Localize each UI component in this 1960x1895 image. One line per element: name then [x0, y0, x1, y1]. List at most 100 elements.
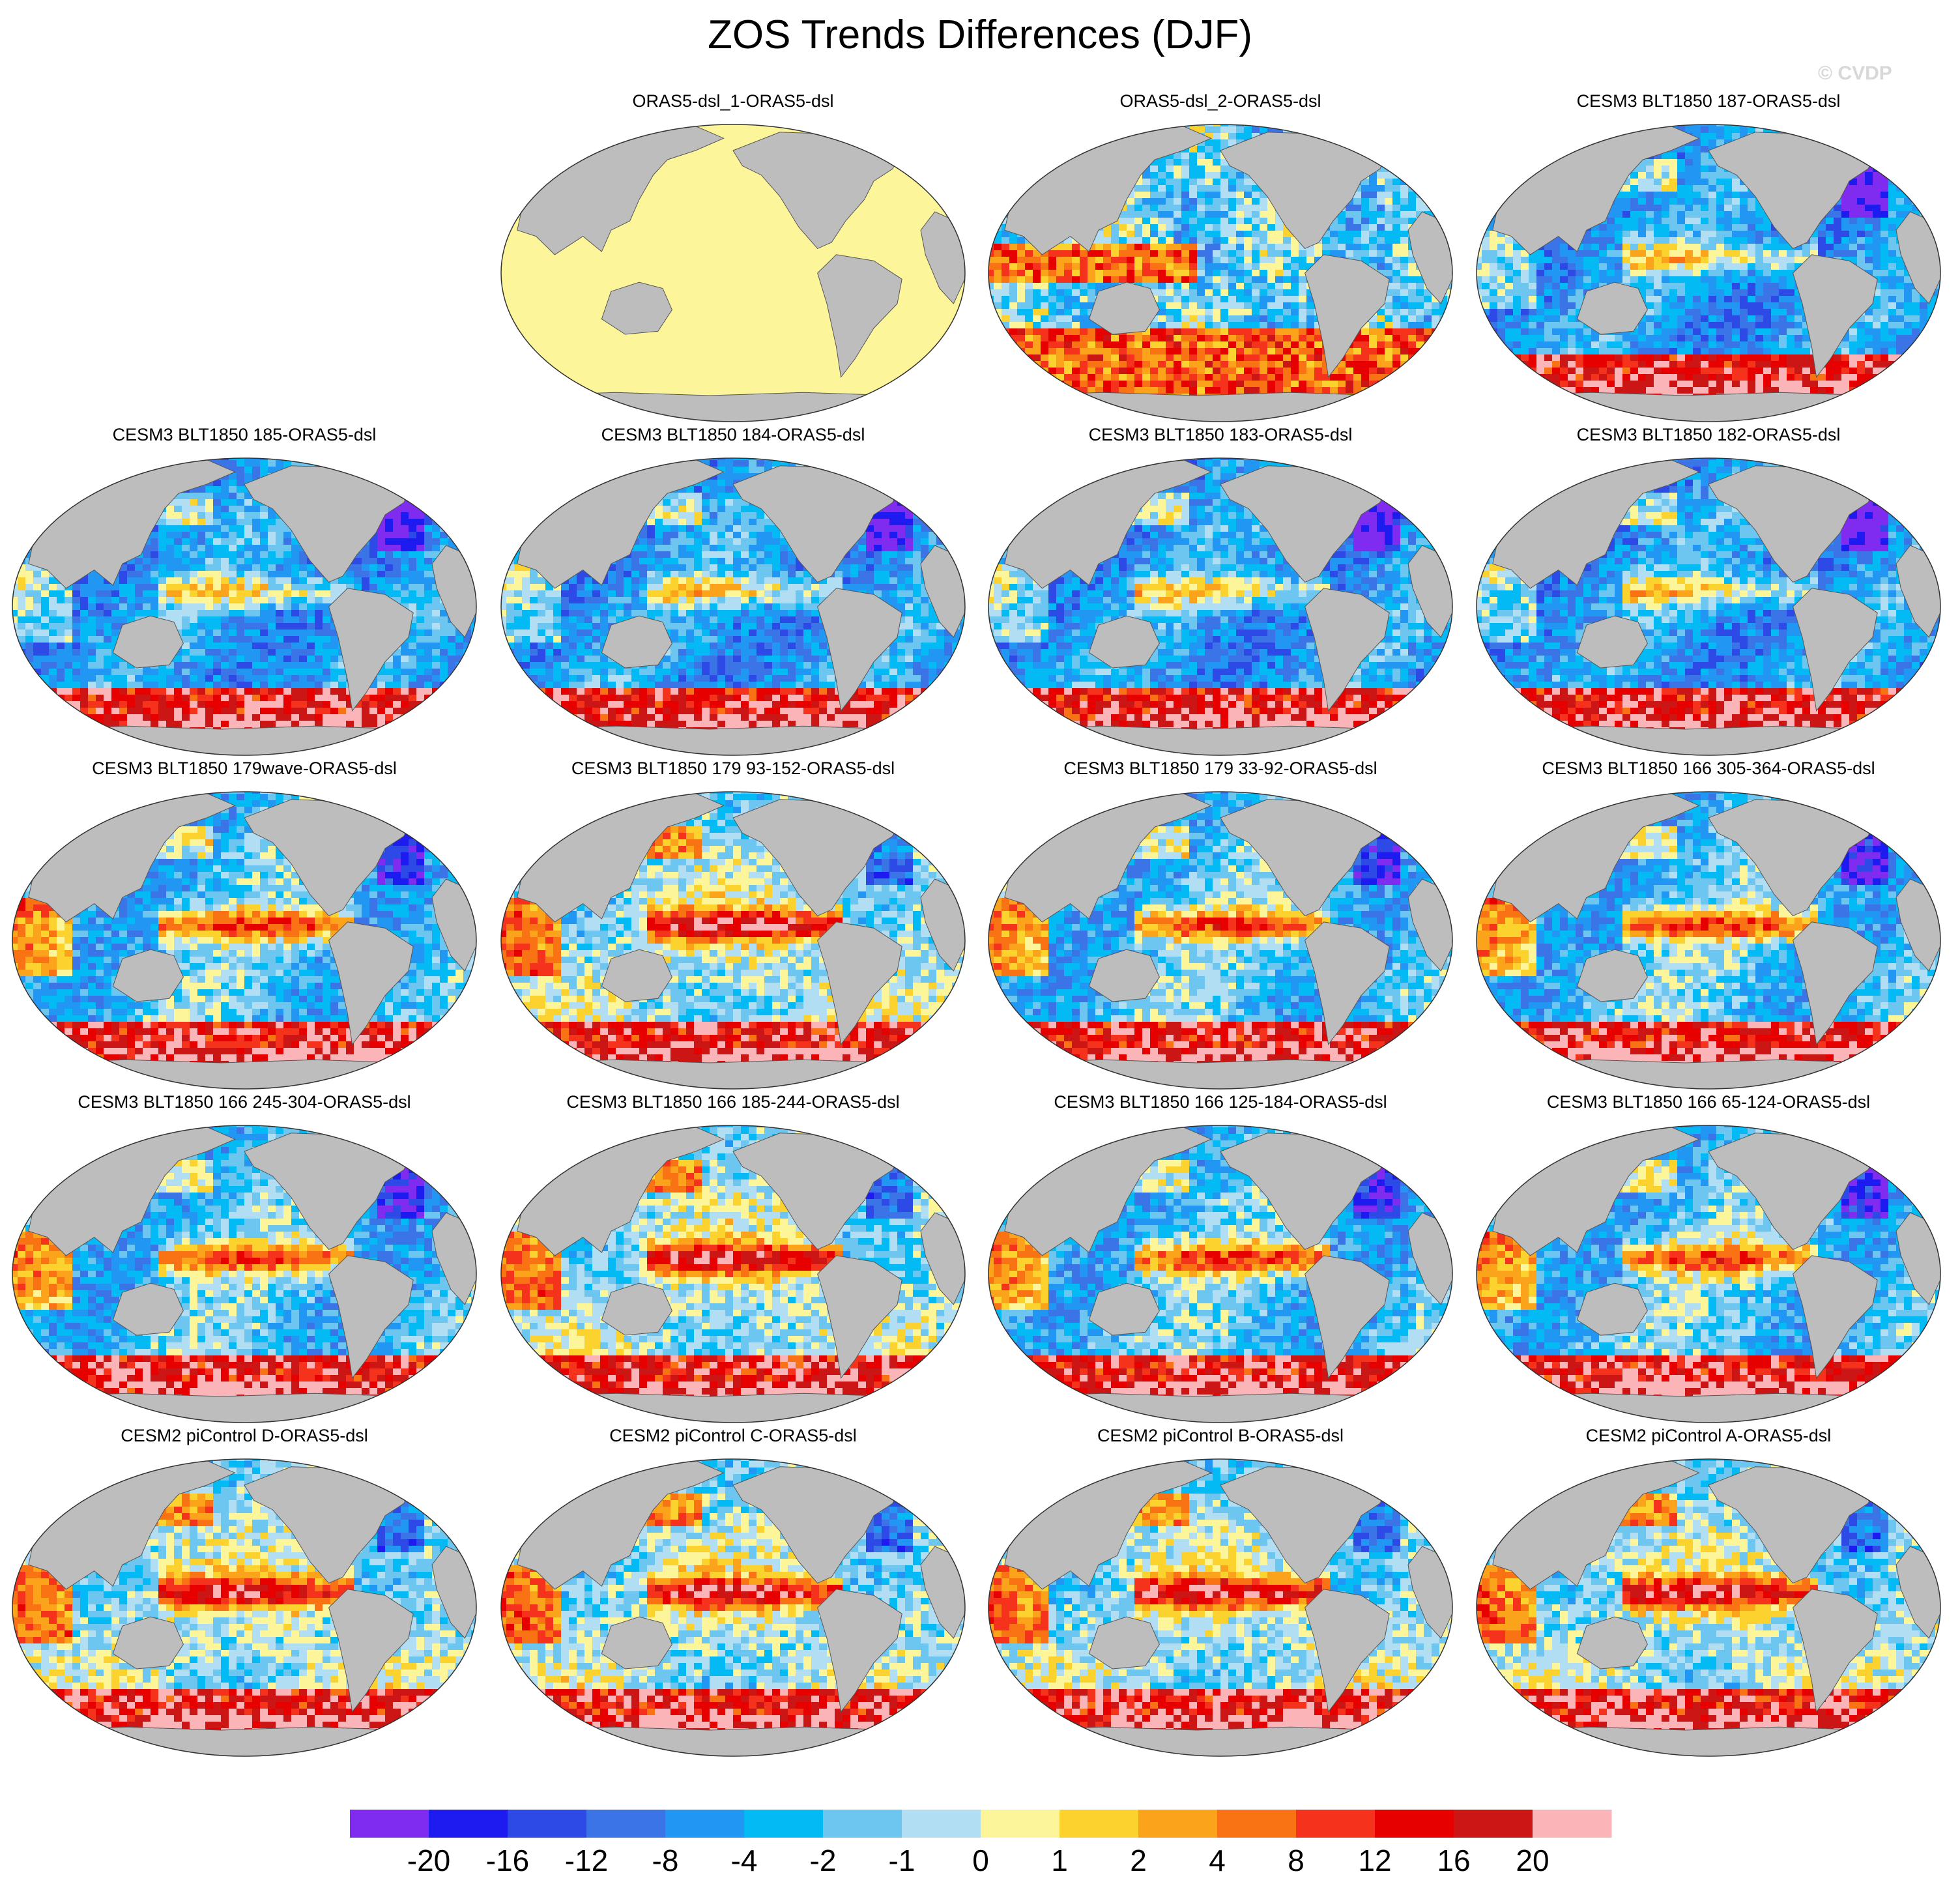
south-america-landmass — [1793, 921, 1878, 1046]
colorbar-tick-label: -20 — [396, 1843, 461, 1878]
colorbar-swatch — [1533, 1810, 1612, 1838]
map-panel: ORAS5-dsl_2-ORAS5-dsl — [976, 91, 1465, 430]
antarctica-landmass — [1477, 1059, 1940, 1089]
map-panel: CESM3 BLT1850 166 65-124-ORAS5-dsl — [1464, 1092, 1953, 1431]
colorbar-tick-label: 0 — [948, 1843, 1013, 1878]
ocean-field — [1477, 124, 1940, 422]
colorbar-tick-label: 4 — [1185, 1843, 1250, 1878]
world-map — [12, 1125, 477, 1423]
australia-landmass — [1576, 1282, 1648, 1336]
antarctica-landmass — [988, 392, 1452, 422]
colorbar-swatch — [1059, 1810, 1139, 1838]
south-america-landmass — [1793, 254, 1878, 379]
greenland-landmass — [1867, 792, 1916, 822]
panel-title: CESM2 piControl D-ORAS5-dsl — [0, 1426, 489, 1446]
greenland-landmass — [1867, 125, 1916, 154]
colorbar-swatch — [429, 1810, 508, 1838]
map-border — [988, 1458, 1453, 1757]
antarctica-landmass — [988, 725, 1452, 755]
south-america-landmass — [1304, 1589, 1390, 1713]
panel-title: CESM3 BLT1850 182-ORAS5-dsl — [1464, 425, 1953, 445]
australia-landmass — [601, 1282, 672, 1336]
antarctica-landmass — [12, 1393, 476, 1423]
south-america-landmass — [1304, 1255, 1390, 1380]
colorbar-swatch — [665, 1810, 745, 1838]
ocean-field — [1477, 1125, 1940, 1423]
panel-title: ORAS5-dsl_1-ORAS5-dsl — [489, 91, 977, 111]
ocean-field — [1477, 1459, 1940, 1756]
antarctica-landmass — [988, 1726, 1452, 1756]
map-border — [988, 124, 1453, 422]
map-border — [988, 457, 1453, 756]
panel-title: CESM3 BLT1850 179 33-92-ORAS5-dsl — [976, 759, 1465, 779]
colorbar-tick-label: 1 — [1027, 1843, 1092, 1878]
greenland-landmass — [892, 459, 940, 488]
ocean-field — [12, 1125, 476, 1423]
map-border — [12, 1125, 477, 1423]
colorbar-tick-label: -4 — [712, 1843, 777, 1878]
ocean-field — [501, 1125, 965, 1423]
world-map — [1476, 791, 1941, 1090]
antarctica-landmass — [12, 1726, 476, 1756]
world-map — [988, 791, 1453, 1090]
australia-landmass — [112, 1616, 184, 1670]
australia-landmass — [601, 615, 672, 669]
australia-landmass — [112, 1282, 184, 1336]
panel-title: CESM2 piControl A-ORAS5-dsl — [1464, 1426, 1953, 1446]
panel-title: CESM3 BLT1850 185-ORAS5-dsl — [0, 425, 489, 445]
colorbar-tick-label: -1 — [869, 1843, 934, 1878]
world-map — [988, 1125, 1453, 1423]
greenland-landmass — [892, 1460, 940, 1489]
world-map — [12, 457, 477, 756]
map-panel: CESM2 piControl A-ORAS5-dsl — [1464, 1426, 1953, 1765]
greenland-landmass — [1379, 1460, 1428, 1489]
panel-title: CESM3 BLT1850 179wave-ORAS5-dsl — [0, 759, 489, 779]
ocean-field — [988, 1459, 1452, 1756]
antarctica-landmass — [12, 1059, 476, 1089]
ocean-field — [501, 792, 965, 1089]
world-map — [1476, 124, 1941, 422]
greenland-landmass — [1379, 459, 1428, 488]
map-border — [500, 457, 966, 756]
panel-title: CESM3 BLT1850 183-ORAS5-dsl — [976, 425, 1465, 445]
map-panel: CESM3 BLT1850 187-ORAS5-dsl — [1464, 91, 1953, 430]
australia-landmass — [1088, 1616, 1160, 1670]
ocean-field — [988, 458, 1452, 755]
antarctica-landmass — [501, 392, 965, 422]
antarctica-landmass — [501, 725, 965, 755]
world-map — [1476, 457, 1941, 756]
map-border — [1476, 1125, 1941, 1423]
south-america-landmass — [328, 1589, 414, 1713]
panel-title: CESM3 BLT1850 166 185-244-ORAS5-dsl — [489, 1092, 977, 1112]
ocean-field — [12, 1459, 476, 1756]
colorbar-tick-label: 16 — [1421, 1843, 1486, 1878]
greenland-landmass — [403, 792, 452, 822]
australia-landmass — [601, 1616, 672, 1670]
map-panel: CESM3 BLT1850 166 125-184-ORAS5-dsl — [976, 1092, 1465, 1431]
south-america-landmass — [1793, 1589, 1878, 1713]
antarctica-landmass — [501, 1726, 965, 1756]
world-map — [500, 124, 966, 422]
colorbar-tick-label: 8 — [1263, 1843, 1329, 1878]
greenland-landmass — [1379, 1126, 1428, 1155]
map-panel: CESM2 piControl D-ORAS5-dsl — [0, 1426, 489, 1765]
world-map — [500, 457, 966, 756]
south-america-landmass — [817, 1589, 902, 1713]
world-map — [12, 1458, 477, 1757]
page-title: ZOS Trends Differences (DJF) — [0, 12, 1960, 58]
colorbar-tick-label: 2 — [1106, 1843, 1171, 1878]
map-border — [500, 1458, 966, 1757]
greenland-landmass — [892, 792, 940, 822]
map-panel: CESM3 BLT1850 179 93-152-ORAS5-dsl — [489, 759, 977, 1097]
antarctica-landmass — [988, 1059, 1452, 1089]
greenland-landmass — [1379, 125, 1428, 154]
ocean-field — [988, 124, 1452, 422]
antarctica-landmass — [1477, 1726, 1940, 1756]
map-border — [500, 124, 966, 422]
ocean-field — [501, 458, 965, 755]
map-border — [500, 1125, 966, 1423]
australia-landmass — [601, 949, 672, 1002]
map-panel: CESM3 BLT1850 183-ORAS5-dsl — [976, 425, 1465, 764]
map-border — [1476, 124, 1941, 422]
colorbar-swatch — [744, 1810, 824, 1838]
